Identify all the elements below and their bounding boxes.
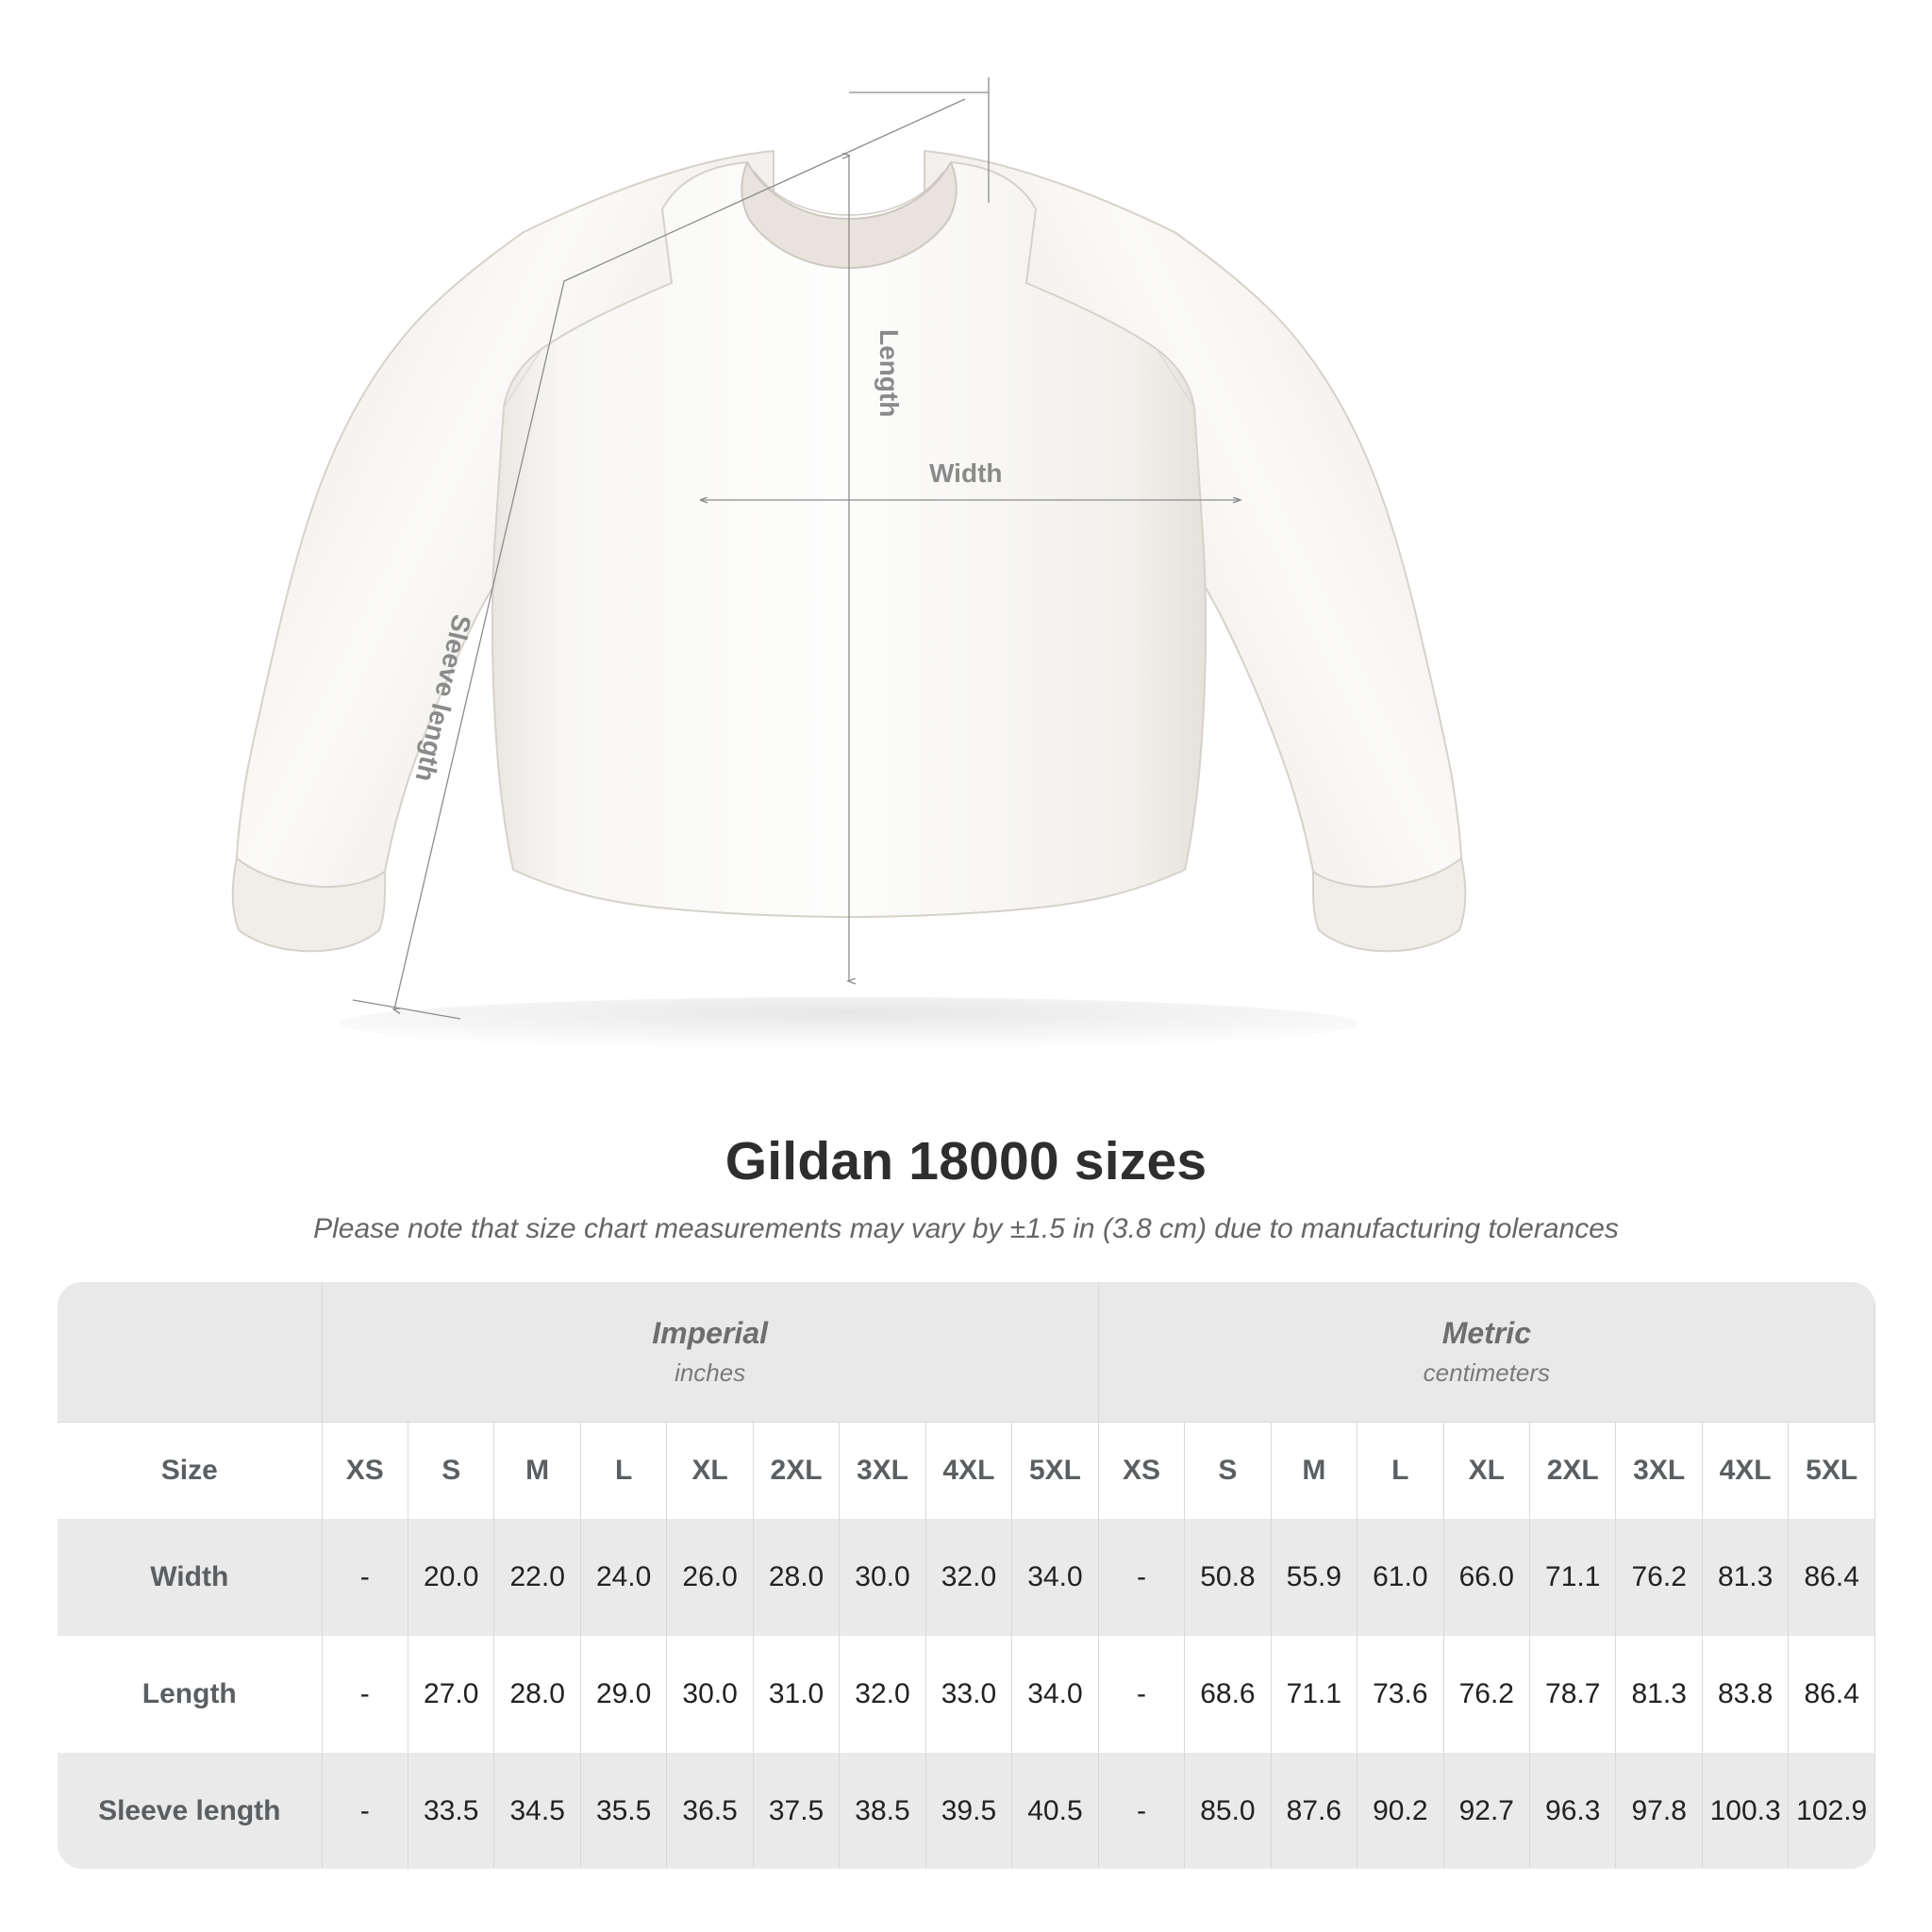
svg-text:Length: Length bbox=[874, 329, 904, 417]
svg-text:Width: Width bbox=[929, 458, 1003, 488]
